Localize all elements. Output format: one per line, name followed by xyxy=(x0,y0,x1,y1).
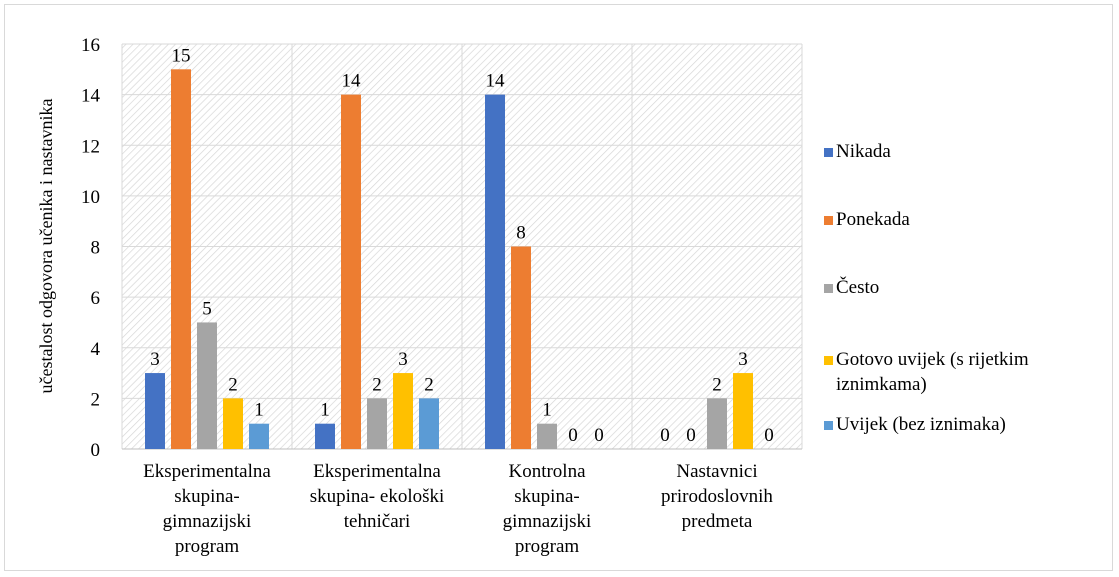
y-tick-label: 4 xyxy=(91,339,101,360)
bar xyxy=(485,94,505,449)
data-label: 2 xyxy=(712,374,722,395)
legend-swatch xyxy=(824,148,833,157)
data-label: 14 xyxy=(486,71,506,92)
y-tick-label: 14 xyxy=(81,86,101,107)
data-label: 8 xyxy=(516,223,526,244)
bar xyxy=(419,398,439,449)
bar xyxy=(367,398,387,449)
y-tick-label: 12 xyxy=(81,136,100,157)
data-label: 0 xyxy=(568,425,578,446)
y-tick-label: 16 xyxy=(81,35,100,56)
legend-label: Uvijek (bez iznimaka) xyxy=(836,414,1006,435)
data-label: 1 xyxy=(542,400,552,421)
data-label: 0 xyxy=(764,425,774,446)
data-label: 0 xyxy=(594,425,604,446)
bar xyxy=(393,373,413,449)
y-tick-label: 2 xyxy=(91,389,101,410)
bar xyxy=(145,373,165,449)
data-label: 1 xyxy=(254,400,264,421)
legend: Nikada Ponekada Često Gotovo uvijek (s rije… xyxy=(824,141,1029,435)
y-tick-label: 8 xyxy=(91,238,101,259)
y-tick-label: 6 xyxy=(91,288,101,309)
data-label: 0 xyxy=(686,425,696,446)
bar xyxy=(171,69,191,449)
data-label: 3 xyxy=(150,349,160,370)
y-axis-label: učestalost odgovora učenika i nastavnika xyxy=(36,99,56,394)
bar xyxy=(707,398,727,449)
bar xyxy=(223,398,243,449)
x-axis-categories: Eksperimentalna skupina-gimnazijski progra… xyxy=(143,461,773,557)
gridlines xyxy=(121,43,803,450)
legend-label: Nikada xyxy=(836,141,891,162)
legend-label: Ponekada xyxy=(836,209,910,230)
data-label: 3 xyxy=(738,349,748,370)
data-label: 0 xyxy=(660,425,670,446)
bar xyxy=(511,246,531,449)
x-category-label: Eksperimentalna skupina- ekološki tehničar… xyxy=(310,461,445,532)
y-axis-ticks: 0 2 4 6 8 10 12 14 16 xyxy=(81,35,101,461)
data-label: 1 xyxy=(320,400,330,421)
legend-label: Često xyxy=(836,276,879,298)
bar xyxy=(315,423,335,449)
data-label: 2 xyxy=(424,374,434,395)
legend-swatch xyxy=(824,421,833,430)
bar xyxy=(249,423,269,449)
data-label: 2 xyxy=(228,374,238,395)
x-category-label: Kontrolna skupina-gimnazijski program xyxy=(503,461,592,557)
data-label: 5 xyxy=(202,298,212,319)
data-label: 15 xyxy=(172,45,191,66)
x-category-label: Eksperimentalna skupina-gimnazijski progra… xyxy=(143,461,271,557)
bar xyxy=(197,322,217,449)
bar xyxy=(341,94,361,449)
y-tick-label: 10 xyxy=(81,187,100,208)
y-tick-label: 0 xyxy=(91,440,101,461)
x-category-label: Nastavnici prirodoslovnih predmeta xyxy=(661,461,773,532)
legend-swatch xyxy=(824,356,833,365)
data-label: 3 xyxy=(398,349,408,370)
bar xyxy=(537,423,557,449)
legend-swatch xyxy=(824,216,833,225)
data-label: 2 xyxy=(372,374,382,395)
bar xyxy=(733,373,753,449)
data-label: 14 xyxy=(342,71,362,92)
legend-label: Gotovo uvijek (s rijetkim iznimkama) xyxy=(836,349,1029,395)
legend-swatch xyxy=(824,284,833,293)
